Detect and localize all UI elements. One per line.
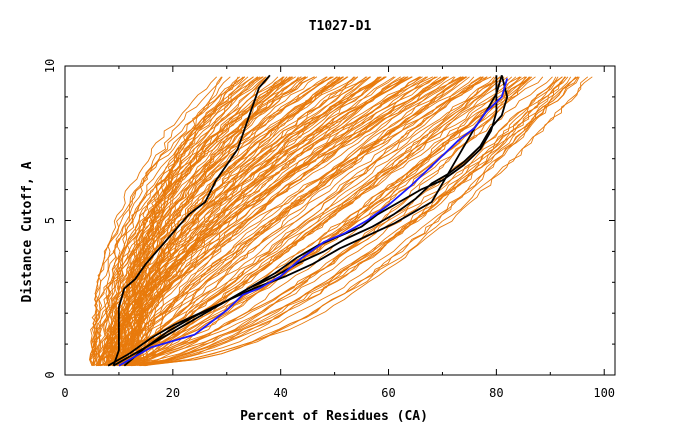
highlight-series-group bbox=[107, 74, 509, 367]
bundle-curve bbox=[118, 76, 566, 367]
bundle-curve bbox=[117, 76, 291, 366]
bundle-curve bbox=[106, 76, 553, 367]
x-axis: 0 20 40 60 80 100 bbox=[61, 66, 615, 400]
series-line bbox=[112, 74, 271, 366]
bundle-curve bbox=[89, 76, 385, 366]
bundle-curve bbox=[122, 76, 449, 366]
bundle-curve bbox=[131, 76, 567, 367]
bundle-curve bbox=[111, 76, 579, 367]
bundle-curve bbox=[102, 76, 386, 366]
bundle-curve bbox=[132, 76, 577, 367]
bundle-curve bbox=[143, 76, 572, 367]
x-tick-label: 100 bbox=[593, 386, 615, 400]
bundle-curve bbox=[90, 76, 306, 366]
bundle-curve bbox=[139, 76, 589, 367]
bundle-curve bbox=[104, 76, 405, 366]
bundle-curve bbox=[89, 76, 218, 366]
bundle-curve bbox=[104, 76, 462, 366]
bundle-curve bbox=[109, 76, 465, 366]
series-line bbox=[107, 75, 503, 367]
bundle-curve bbox=[105, 76, 315, 366]
bundle-curve bbox=[128, 76, 577, 367]
bundle-curve bbox=[107, 76, 267, 366]
bundle-curve bbox=[115, 76, 484, 367]
series-line bbox=[113, 75, 509, 367]
bundle-curve bbox=[143, 76, 468, 366]
bundle-curve bbox=[89, 76, 412, 366]
y-axis: 0 5 10 bbox=[43, 59, 615, 379]
bundle-curve bbox=[119, 76, 495, 367]
x-tick-label: 0 bbox=[61, 386, 68, 400]
bundle-curve bbox=[89, 76, 328, 366]
bundle-curve bbox=[121, 76, 413, 366]
bundle-curve bbox=[98, 76, 436, 366]
bundle-curve bbox=[110, 76, 420, 366]
x-axis-label: Percent of Residues (CA) bbox=[240, 409, 428, 424]
x-tick-label: 60 bbox=[381, 386, 395, 400]
bundle-curve bbox=[112, 76, 530, 367]
bundle-curve bbox=[98, 76, 559, 367]
bundle-curve bbox=[98, 76, 422, 366]
y-tick-label: 0 bbox=[43, 371, 57, 378]
bundle-curve bbox=[99, 76, 563, 367]
bundle-curve bbox=[89, 76, 246, 366]
bundle-curve bbox=[127, 76, 387, 366]
bundle-curve bbox=[99, 76, 502, 367]
y-axis-label: Distance Cutoff, A bbox=[20, 161, 35, 302]
bundle-curve bbox=[95, 76, 492, 366]
series-line bbox=[123, 75, 498, 367]
bundle-curve bbox=[97, 76, 293, 366]
series-line bbox=[118, 78, 509, 367]
bundle-curve bbox=[92, 76, 333, 366]
x-tick-label: 20 bbox=[166, 386, 180, 400]
y-tick-label: 10 bbox=[43, 59, 57, 73]
bundle-curve bbox=[122, 76, 527, 367]
bundle-curve bbox=[125, 76, 557, 367]
x-tick-label: 80 bbox=[489, 386, 503, 400]
bundle-curve bbox=[134, 76, 531, 367]
bundle-curve bbox=[122, 76, 355, 366]
x-tick-label: 40 bbox=[273, 386, 287, 400]
bundle-curve bbox=[97, 76, 327, 366]
bundle-curve bbox=[113, 76, 488, 366]
chart-title: T1027-D1 bbox=[309, 19, 372, 34]
bundle-curve bbox=[132, 76, 513, 367]
bundle-curve bbox=[91, 76, 315, 366]
bundle-curve bbox=[90, 76, 263, 366]
y-tick-label: 5 bbox=[43, 217, 57, 224]
orange-curve-bundle bbox=[89, 76, 593, 367]
bundle-curve bbox=[109, 76, 484, 366]
